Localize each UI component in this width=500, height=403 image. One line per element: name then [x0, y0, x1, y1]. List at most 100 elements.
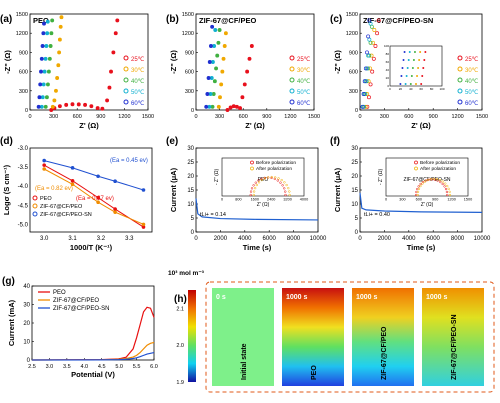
x-tick-label: 1200	[118, 114, 130, 120]
inset-arc-point	[416, 193, 419, 197]
data-point	[360, 104, 365, 109]
data-point	[368, 21, 373, 26]
data-point	[113, 179, 117, 184]
data-point	[40, 44, 45, 48]
x-axis-label: Time (s)	[407, 243, 436, 252]
legend-label: ZIF-67@CF/PEO-SN	[53, 306, 109, 312]
data-point	[76, 102, 81, 107]
concentration-tile	[212, 288, 274, 386]
panel-label: (d)	[0, 136, 13, 147]
x-tick-label: 6000	[263, 236, 277, 242]
x-tick-label: 900	[429, 114, 438, 120]
legend-label: 60℃	[297, 101, 311, 107]
y-tick-label: 900	[19, 50, 28, 56]
inset-frame	[385, 157, 469, 197]
inset-title: PEO	[258, 177, 269, 183]
data-point	[220, 69, 225, 74]
legend-label: 40℃	[465, 79, 479, 85]
data-point	[113, 31, 118, 36]
data-point	[216, 40, 221, 45]
concentration-tile	[352, 288, 414, 386]
y-tick-label: 300	[349, 89, 358, 95]
data-point	[113, 210, 117, 214]
x-tick-label: 2000	[378, 236, 392, 242]
y-tick-label: 30	[23, 303, 30, 309]
data-point	[204, 104, 209, 109]
y-tick-label: 5	[191, 216, 195, 222]
dashed-frame	[205, 281, 495, 393]
inset-point	[411, 67, 414, 69]
x-tick-label: 8000	[451, 236, 465, 242]
x-tick-label: 2.5	[28, 364, 36, 370]
inset-point	[401, 67, 404, 69]
y-tick-label: -4.0	[18, 184, 29, 190]
colorbar-tick: 2.1	[176, 306, 184, 312]
inset-arc-point	[441, 180, 444, 183]
data-point	[50, 18, 55, 23]
legend-marker	[289, 66, 295, 72]
data-point	[365, 50, 369, 55]
data-point	[105, 98, 110, 103]
data-point	[366, 53, 371, 58]
inset-x-tick: 1200	[447, 198, 455, 202]
data-point	[367, 37, 372, 42]
inset-x-tick: 4000	[300, 198, 308, 202]
inset-legend-marker	[414, 160, 418, 165]
inset-arc-point	[445, 190, 449, 194]
y-tick-label: 1500	[346, 12, 358, 18]
y-tick-label: 20	[23, 321, 30, 327]
legend-label: 25℃	[297, 57, 311, 63]
data-point	[38, 82, 43, 87]
legend-label: 30℃	[465, 68, 479, 74]
inset-point	[423, 59, 426, 61]
colorbar	[188, 290, 196, 382]
y-tick-label: 25	[187, 160, 194, 166]
inset-arc-point	[260, 178, 263, 182]
legend-label: 50℃	[465, 90, 479, 96]
panel-label: (a)	[0, 14, 12, 25]
panel-label: (e)	[166, 136, 178, 147]
x-tick-label: 0	[358, 114, 361, 120]
data-point	[45, 31, 50, 36]
data-point	[247, 56, 252, 61]
data-point	[44, 95, 49, 100]
lsv-curve	[31, 306, 155, 361]
data-point	[89, 104, 94, 109]
nyquist-2-frame	[359, 13, 483, 111]
inset-arc-point	[284, 190, 287, 193]
y-axis-label: Logσ (S cm⁻¹)	[2, 164, 11, 215]
x-tick-label: 300	[49, 114, 58, 120]
y-tick-label: 15	[351, 188, 358, 194]
inset-arc-point	[267, 176, 270, 179]
panel-label: (g)	[2, 276, 15, 287]
inset-point	[405, 75, 408, 77]
data-point	[43, 104, 48, 109]
inset-title: ZIF-67@CF/PEO-SN	[403, 177, 450, 183]
inset-point	[420, 83, 423, 85]
data-point	[368, 82, 373, 87]
x-tick-label: 0	[194, 236, 198, 242]
legend-marker	[123, 66, 129, 72]
data-point	[208, 92, 213, 96]
y-tick-label: 20	[187, 174, 194, 180]
legend-marker	[457, 88, 463, 94]
y-tick-label: 25	[351, 160, 358, 166]
legend-marker	[289, 55, 295, 61]
inset-arc-point	[441, 182, 444, 186]
inset-point	[404, 83, 407, 85]
y-tick-label: 1500	[182, 12, 194, 18]
inset-point	[424, 51, 427, 53]
y-tick-label: 10	[187, 202, 194, 208]
inset-point	[415, 83, 417, 85]
data-point	[228, 105, 233, 110]
inset-arc-point	[279, 181, 282, 184]
inset-point	[412, 59, 415, 61]
y-tick-label: 0	[191, 230, 195, 236]
x-tick-label: 5.5	[133, 364, 141, 370]
inset-x-tick: 80	[430, 87, 434, 91]
inset-y-label: - Z" (Ω)	[214, 168, 220, 185]
inset-arc-point	[276, 179, 279, 182]
y-tick-label: 1200	[182, 31, 194, 37]
data-point	[96, 200, 100, 205]
inset-point	[416, 75, 419, 77]
